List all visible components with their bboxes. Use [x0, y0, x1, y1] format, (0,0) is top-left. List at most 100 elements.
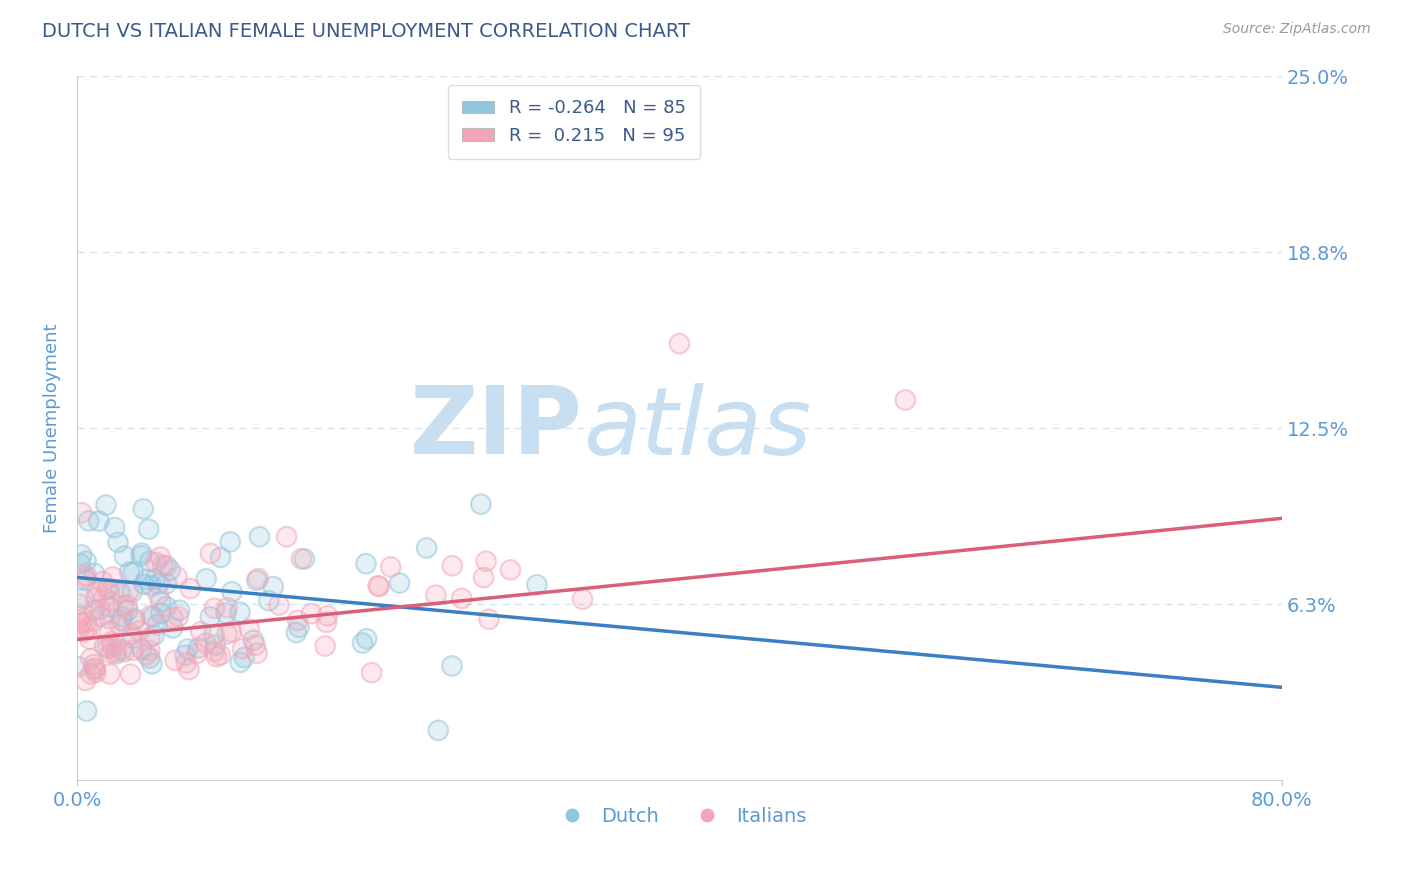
Point — [209, 550, 232, 565]
Point — [215, 600, 238, 615]
Point — [107, 535, 129, 549]
Point — [112, 645, 135, 659]
Point — [441, 558, 464, 573]
Point — [427, 723, 450, 738]
Point — [67, 597, 90, 611]
Point — [356, 632, 378, 646]
Point — [174, 656, 197, 670]
Point — [108, 585, 131, 599]
Point — [288, 620, 311, 634]
Point — [143, 572, 166, 586]
Point — [202, 628, 225, 642]
Point — [75, 570, 97, 584]
Point — [526, 578, 548, 592]
Point — [67, 613, 90, 627]
Point — [67, 659, 90, 673]
Point — [84, 591, 107, 606]
Point — [110, 643, 132, 657]
Point — [83, 661, 105, 675]
Point — [121, 585, 143, 599]
Point — [90, 609, 112, 624]
Point — [89, 602, 111, 616]
Point — [440, 659, 463, 673]
Point — [77, 514, 100, 528]
Point — [105, 647, 128, 661]
Point — [117, 584, 139, 599]
Point — [427, 723, 450, 738]
Point — [94, 498, 117, 512]
Point — [194, 636, 217, 650]
Point — [87, 514, 110, 528]
Point — [86, 584, 108, 599]
Point — [229, 656, 252, 670]
Point — [67, 613, 90, 627]
Point — [75, 568, 97, 582]
Point — [245, 638, 267, 652]
Point — [194, 636, 217, 650]
Point — [177, 663, 200, 677]
Point — [190, 624, 212, 639]
Point — [139, 643, 162, 657]
Point — [242, 633, 264, 648]
Point — [202, 601, 225, 615]
Point — [441, 558, 464, 573]
Point — [571, 592, 593, 607]
Point — [354, 557, 377, 571]
Point — [177, 663, 200, 677]
Point — [84, 662, 107, 676]
Point — [139, 554, 162, 568]
Point — [75, 570, 97, 584]
Point — [499, 563, 522, 577]
Point — [143, 628, 166, 642]
Point — [450, 591, 472, 606]
Point — [70, 506, 93, 520]
Point — [93, 639, 115, 653]
Text: atlas: atlas — [583, 383, 811, 474]
Point — [205, 649, 228, 664]
Point — [217, 627, 239, 641]
Point — [221, 584, 243, 599]
Point — [166, 570, 188, 584]
Point — [115, 598, 138, 612]
Point — [84, 591, 107, 606]
Point — [84, 662, 107, 676]
Point — [96, 582, 118, 596]
Point — [204, 638, 226, 652]
Point — [73, 624, 96, 639]
Point — [76, 704, 98, 718]
Point — [132, 502, 155, 516]
Point — [478, 612, 501, 626]
Point — [145, 555, 167, 569]
Point — [149, 549, 172, 564]
Point — [149, 607, 172, 621]
Point — [316, 608, 339, 623]
Point — [186, 647, 208, 661]
Point — [70, 616, 93, 631]
Point — [149, 595, 172, 609]
Point — [219, 535, 242, 549]
Point — [368, 579, 391, 593]
Point — [200, 610, 222, 624]
Point — [314, 639, 336, 653]
Point — [73, 591, 96, 606]
Point — [292, 552, 315, 566]
Point — [131, 546, 153, 560]
Point — [246, 574, 269, 588]
Point — [100, 646, 122, 660]
Point — [526, 578, 548, 592]
Point — [231, 641, 253, 656]
Point — [246, 646, 269, 660]
Point — [148, 588, 170, 602]
Point — [148, 588, 170, 602]
Point — [415, 541, 437, 555]
Point — [276, 530, 298, 544]
Point — [301, 607, 323, 621]
Point — [69, 557, 91, 571]
Point — [668, 336, 690, 351]
Point — [149, 549, 172, 564]
Text: DUTCH VS ITALIAN FEMALE UNEMPLOYMENT CORRELATION CHART: DUTCH VS ITALIAN FEMALE UNEMPLOYMENT COR… — [42, 22, 690, 41]
Point — [117, 603, 139, 617]
Point — [475, 554, 498, 568]
Point — [118, 565, 141, 579]
Point — [94, 498, 117, 512]
